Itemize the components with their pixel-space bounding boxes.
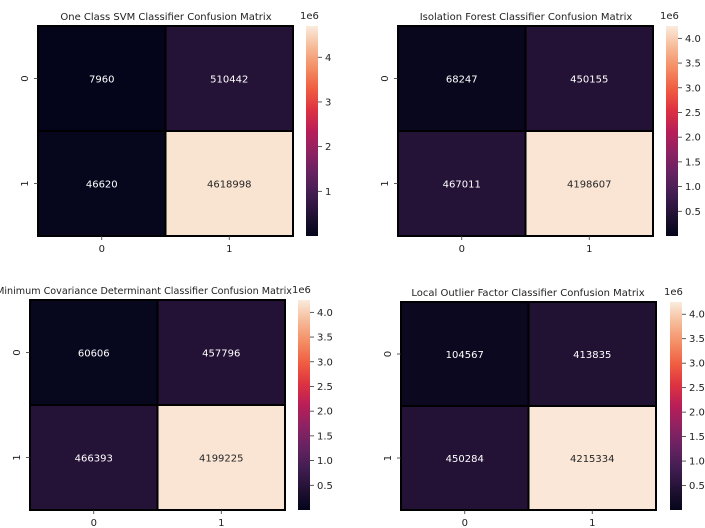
chart-2: Isolation Forest Classifier Confusion Ma… xyxy=(380,11,701,255)
colorbar-tick-label: 3.5 xyxy=(685,59,701,70)
colorbar-multiplier-label: 1e6 xyxy=(660,11,679,22)
colorbar-tick-label: 2.0 xyxy=(317,407,333,418)
x-tick-label: 0 xyxy=(99,244,105,255)
y-tick-label: 1 xyxy=(12,454,23,460)
y-tick-label: 0 xyxy=(12,349,23,355)
heatmap-cell-0-1 xyxy=(524,25,654,132)
colorbar-multiplier-label: 1e6 xyxy=(300,11,319,22)
heatmap-cell-1-0 xyxy=(37,130,167,237)
heatmap-cell-0-1 xyxy=(527,301,657,407)
y-tick-label: 0 xyxy=(383,351,394,357)
colorbar-multiplier-label: 1e6 xyxy=(664,287,683,298)
chart-title: Local Outlier Factor Classifier Confusio… xyxy=(411,288,644,299)
chart-title: Isolation Forest Classifier Confusion Ma… xyxy=(420,12,633,23)
y-tick-label: 1 xyxy=(380,180,391,186)
cell-value-label-1-0: 466393 xyxy=(75,454,113,465)
cell-value-label-1-1: 4215334 xyxy=(570,454,615,465)
x-tick-label: 1 xyxy=(226,244,232,255)
colorbar-tick-label: 4.0 xyxy=(689,310,705,321)
heatmap-cell-1-1 xyxy=(527,405,657,511)
colorbar-tick-label: 2.5 xyxy=(689,383,705,394)
cell-value-label-0-0: 60606 xyxy=(78,349,110,360)
colorbar-tick-label: 1.0 xyxy=(317,456,333,467)
colorbar-tick-label: 0.5 xyxy=(317,481,333,492)
x-tick-label: 1 xyxy=(589,518,595,528)
colorbar-tick-label: 1.5 xyxy=(317,431,333,442)
colorbar xyxy=(306,26,318,236)
cell-value-label-0-0: 68247 xyxy=(446,75,478,86)
colorbar-tick-label: 1.5 xyxy=(685,157,701,168)
colorbar-tick-label: 0.5 xyxy=(685,207,701,218)
colorbar-tick-label: 2.0 xyxy=(689,408,705,419)
cell-value-label-0-1: 413835 xyxy=(573,350,611,361)
x-tick-label: 0 xyxy=(91,518,97,528)
colorbar-tick-label: 2.5 xyxy=(317,382,333,393)
chart-4: Local Outlier Factor Classifier Confusio… xyxy=(383,287,705,528)
colorbar-tick-label: 3.5 xyxy=(317,333,333,344)
heatmap-cell-1-0 xyxy=(400,405,530,511)
x-tick-label: 0 xyxy=(459,244,465,255)
x-tick-label: 1 xyxy=(586,244,592,255)
colorbar-multiplier-label: 1e6 xyxy=(292,285,311,296)
chart-title: Minimum Covariance Determinant Classifie… xyxy=(0,286,292,297)
heatmap-cell-1-0 xyxy=(397,130,527,237)
heatmap-cell-0-0 xyxy=(37,25,167,132)
cell-value-label-0-1: 450155 xyxy=(570,75,608,86)
colorbar-tick-label: 4 xyxy=(325,53,331,64)
heatmap-cell-1-1 xyxy=(524,130,654,237)
heatmap-cell-0-1 xyxy=(156,299,286,406)
colorbar-tick-label: 1.0 xyxy=(689,457,705,468)
colorbar-tick-label: 1 xyxy=(325,187,331,198)
cell-value-label-1-0: 450284 xyxy=(446,454,484,465)
x-tick-label: 1 xyxy=(218,518,224,528)
chart-1: One Class SVM Classifier Confusion Matri… xyxy=(20,11,331,255)
colorbar-tick-label: 4.0 xyxy=(317,308,333,319)
heatmap-cell-0-0 xyxy=(29,299,159,406)
y-tick-label: 1 xyxy=(20,180,31,186)
colorbar-tick-label: 1.5 xyxy=(689,432,705,443)
colorbar-tick-label: 3.0 xyxy=(685,83,701,94)
chart-title: One Class SVM Classifier Confusion Matri… xyxy=(60,12,271,23)
colorbar xyxy=(298,300,310,510)
colorbar-tick-label: 1.0 xyxy=(685,182,701,193)
chart-3: Minimum Covariance Determinant Classifie… xyxy=(0,285,333,528)
y-tick-label: 0 xyxy=(20,75,31,81)
colorbar-tick-label: 4.0 xyxy=(685,34,701,45)
colorbar-tick-label: 2.5 xyxy=(685,108,701,119)
colorbar-tick-label: 2.0 xyxy=(685,133,701,144)
y-tick-label: 0 xyxy=(380,75,391,81)
colorbar xyxy=(670,302,682,510)
cell-value-label-1-0: 467011 xyxy=(443,180,481,191)
cell-value-label-0-1: 457796 xyxy=(202,349,240,360)
colorbar-tick-label: 2 xyxy=(325,142,331,153)
colorbar-tick-label: 3.0 xyxy=(317,357,333,368)
heatmap-cell-1-0 xyxy=(29,404,159,511)
heatmap-cell-1-1 xyxy=(164,130,294,237)
cell-value-label-1-1: 4198607 xyxy=(567,180,612,191)
cell-value-label-0-0: 7960 xyxy=(89,75,114,86)
colorbar-tick-label: 3.0 xyxy=(689,359,705,370)
heatmap-cell-0-1 xyxy=(164,25,294,132)
colorbar-tick-label: 3 xyxy=(325,97,331,108)
cell-value-label-0-1: 510442 xyxy=(210,75,248,86)
heatmap-cell-1-1 xyxy=(156,404,286,511)
colorbar-tick-label: 0.5 xyxy=(689,481,705,492)
cell-value-label-1-1: 4618998 xyxy=(207,180,252,191)
cell-value-label-1-1: 4199225 xyxy=(199,454,244,465)
cell-value-label-1-0: 46620 xyxy=(86,180,118,191)
colorbar-tick-label: 3.5 xyxy=(689,334,705,345)
cell-value-label-0-0: 104567 xyxy=(446,350,484,361)
colorbar xyxy=(666,26,678,236)
x-tick-label: 0 xyxy=(462,518,468,528)
y-tick-label: 1 xyxy=(383,455,394,461)
